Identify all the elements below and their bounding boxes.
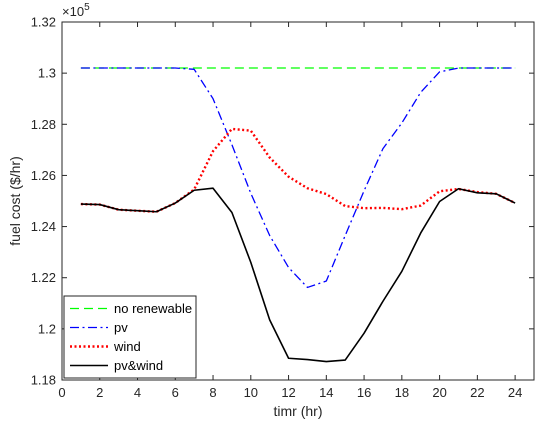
x-tick-label: 2 xyxy=(96,385,103,400)
y-tick-label: 1.3 xyxy=(38,66,56,81)
x-tick-label: 10 xyxy=(244,385,258,400)
legend: no renewable pv wind pv&wind xyxy=(63,295,197,379)
y-scale-factor: ×105 xyxy=(62,2,90,19)
series-line xyxy=(80,67,516,289)
legend-box xyxy=(63,295,197,379)
x-tick-label: 16 xyxy=(357,385,371,400)
x-tick-label: 6 xyxy=(172,385,179,400)
series-line xyxy=(80,187,516,363)
x-axis-label: timr (hr) xyxy=(274,403,323,419)
x-tick-label: 0 xyxy=(58,385,65,400)
y-tick-label: 1.26 xyxy=(31,168,56,183)
legend-label: pv xyxy=(114,320,128,335)
y-tick-label: 1.32 xyxy=(31,15,56,30)
y-scale-factor-base: ×10 xyxy=(62,4,84,19)
y-tick-label: 1.18 xyxy=(31,373,56,388)
y-scale-factor-exponent: 5 xyxy=(84,2,90,13)
legend-label: wind xyxy=(113,339,141,354)
axis-ticks: 0 2 4 6 8 10 12 14 16 18 20 22 241.181.21.221.241.26… xyxy=(31,15,534,400)
x-tick-label: 14 xyxy=(319,385,333,400)
y-tick-label: 1.24 xyxy=(31,219,56,234)
y-axis-label: fuel cost ($/hr) xyxy=(7,156,23,245)
x-tick-label: 24 xyxy=(508,385,522,400)
legend-label: pv&wind xyxy=(114,358,163,373)
x-tick-label: 22 xyxy=(470,385,484,400)
x-tick-label: 20 xyxy=(432,385,446,400)
x-tick-label: 4 xyxy=(134,385,141,400)
x-tick-label: 8 xyxy=(209,385,216,400)
plot-frame xyxy=(61,21,535,381)
legend-label: no renewable xyxy=(114,301,192,316)
y-tick-label: 1.2 xyxy=(38,321,56,336)
x-tick-label: 12 xyxy=(281,385,295,400)
y-tick-label: 1.22 xyxy=(31,270,56,285)
x-tick-label: 18 xyxy=(395,385,409,400)
series-lines xyxy=(80,67,516,363)
y-tick-label: 1.28 xyxy=(31,117,56,132)
